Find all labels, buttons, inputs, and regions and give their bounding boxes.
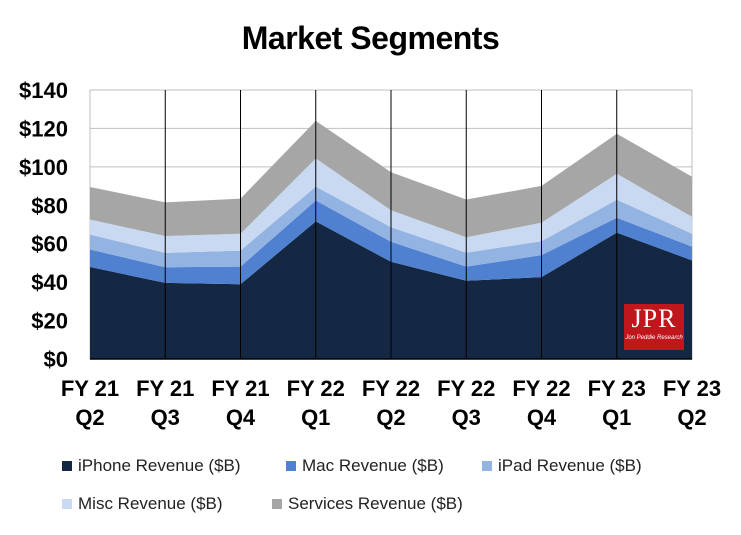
legend-label: iPhone Revenue ($B): [78, 456, 241, 475]
x-tick-label: FY 22 Q2: [362, 376, 420, 430]
y-tick-label: $60: [31, 232, 68, 257]
y-tick-label: $0: [44, 347, 68, 372]
x-tick-label: FY 22 Q1: [287, 376, 345, 430]
x-tick-label: FY 21 Q3: [136, 376, 194, 430]
legend-item: iPhone Revenue ($B): [62, 456, 241, 476]
y-tick-label: $80: [31, 193, 68, 218]
legend-swatch: [286, 461, 296, 471]
logo-subtext: Jon Peddie Research: [625, 335, 683, 341]
legend-label: Mac Revenue ($B): [302, 456, 444, 475]
y-tick-label: $140: [19, 78, 68, 103]
chart-title: Market Segments: [241, 20, 500, 56]
logo-text: JPR: [631, 304, 677, 333]
legend-item: Services Revenue ($B): [272, 494, 463, 514]
legend-swatch: [482, 461, 492, 471]
legend-swatch: [272, 499, 282, 509]
legend-label: Misc Revenue ($B): [78, 494, 223, 513]
legend-item: iPad Revenue ($B): [482, 456, 642, 476]
x-tick-label: FY 21 Q2: [61, 376, 119, 430]
x-tick-label: FY 22 Q4: [512, 376, 570, 430]
y-tick-label: $40: [31, 270, 68, 295]
x-tick-label: FY 23 Q2: [663, 376, 721, 430]
legend-label: Services Revenue ($B): [288, 494, 463, 513]
legend-label: iPad Revenue ($B): [498, 456, 642, 475]
jpr-logo: JPR Jon Peddie Research: [624, 304, 684, 350]
y-tick-label: $100: [19, 155, 68, 180]
x-tick-label: FY 23 Q1: [588, 376, 646, 430]
legend-swatch: [62, 499, 72, 509]
x-tick-label: FY 21 Q4: [211, 376, 269, 430]
legend-swatch: [62, 461, 72, 471]
legend-item: Mac Revenue ($B): [286, 456, 444, 476]
y-tick-label: $120: [19, 116, 68, 141]
legend-item: Misc Revenue ($B): [62, 494, 223, 514]
y-tick-label: $20: [31, 309, 68, 334]
x-tick-label: FY 22 Q3: [437, 376, 495, 430]
